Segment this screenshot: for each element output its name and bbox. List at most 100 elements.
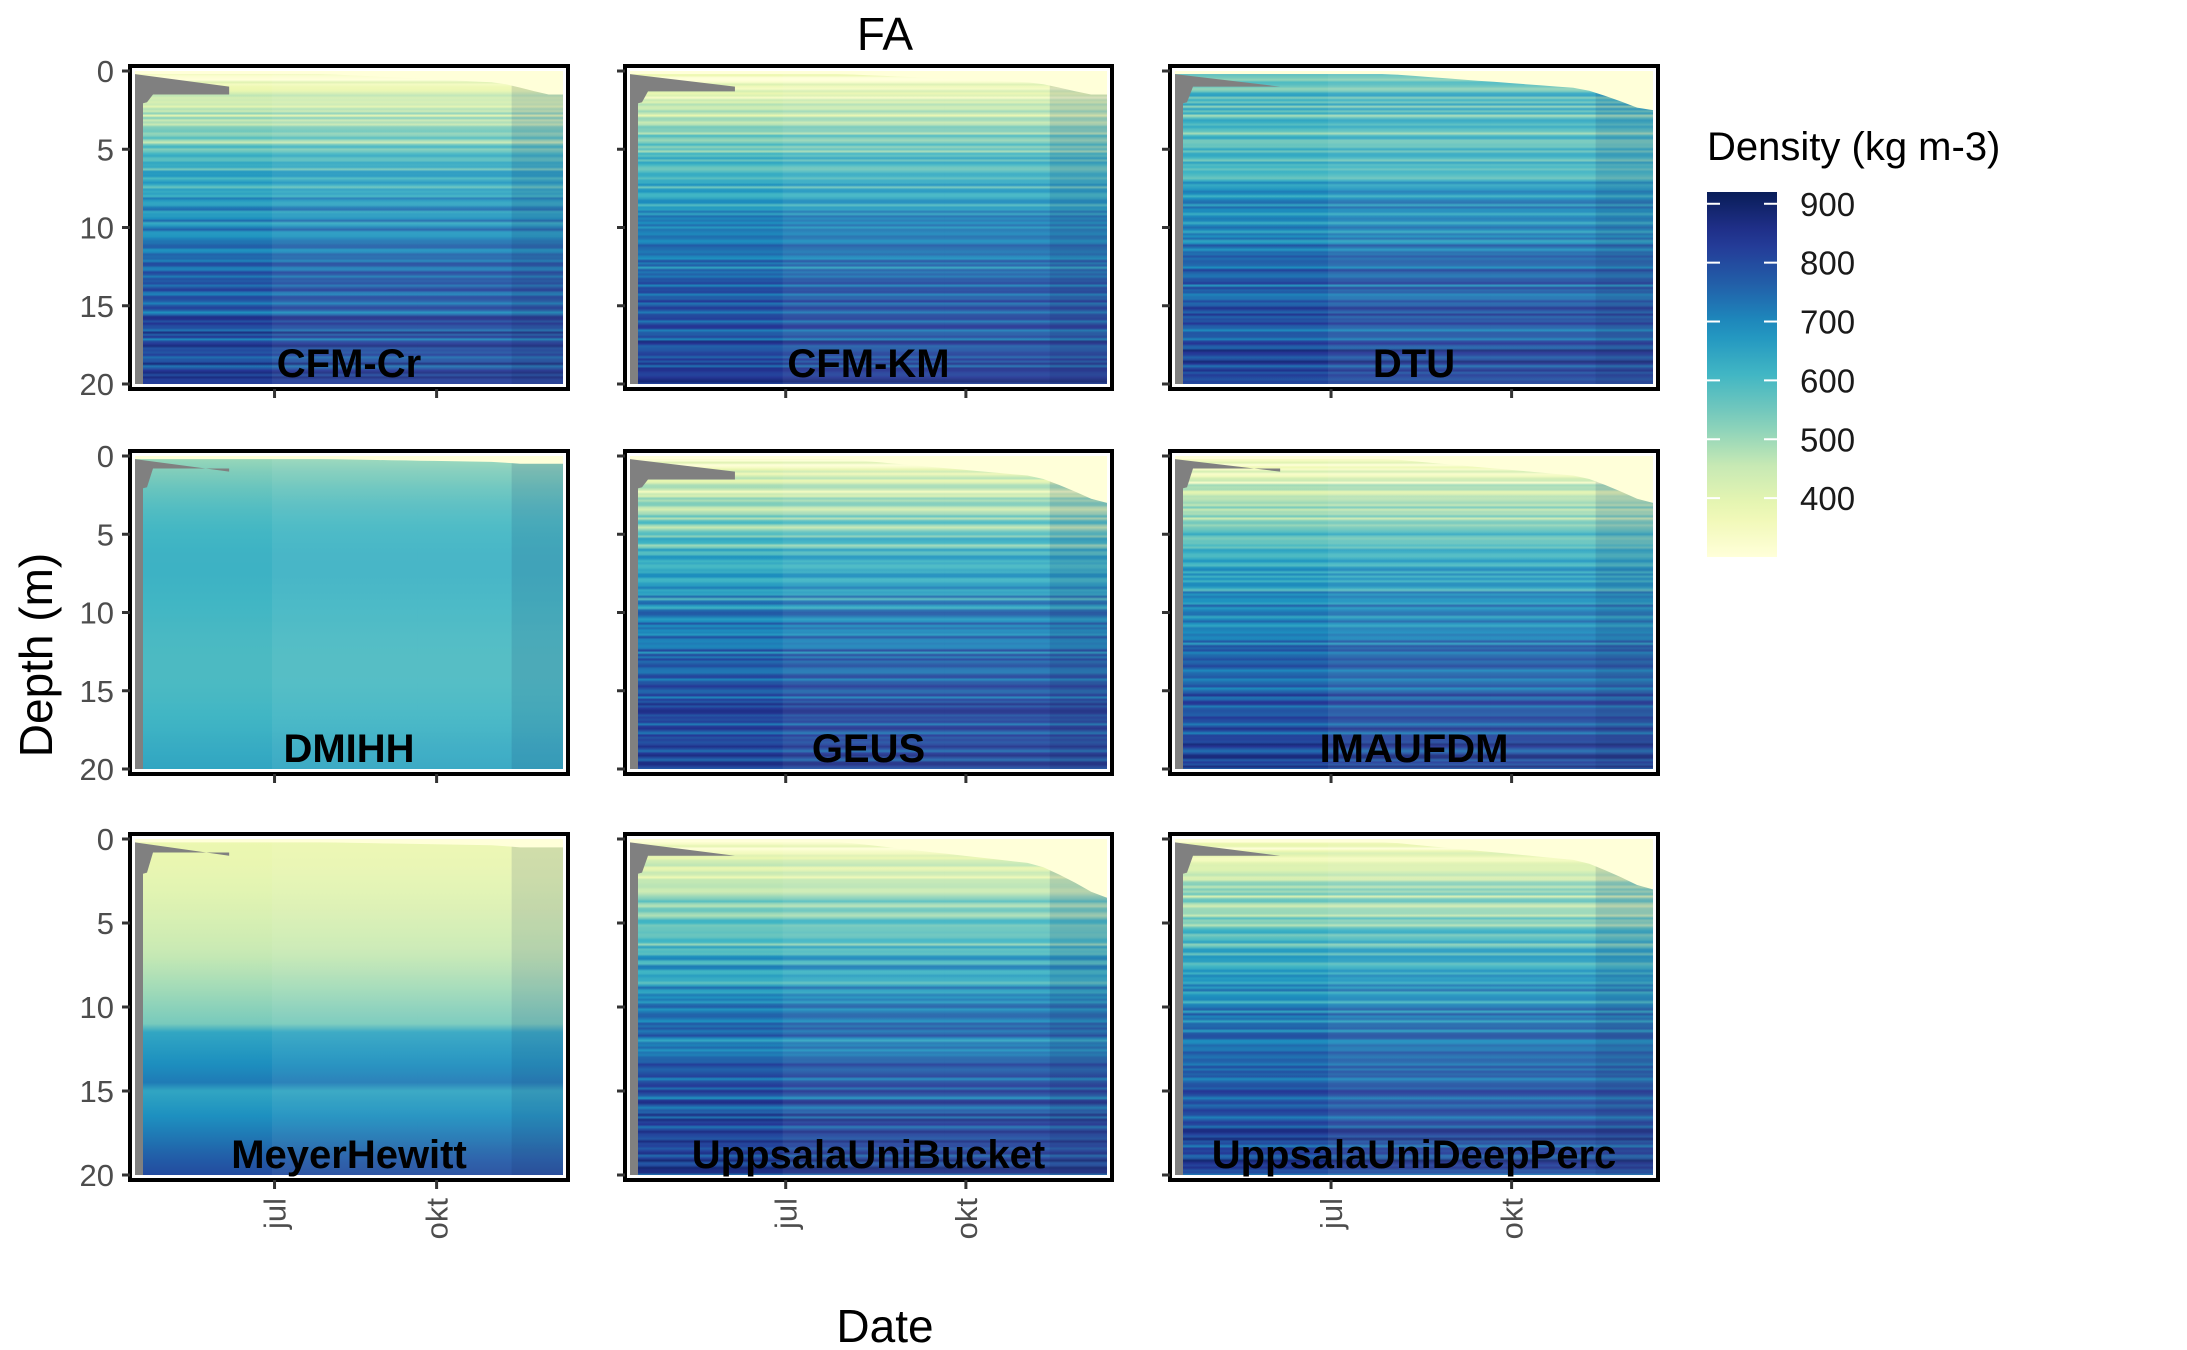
x-tick-label: okt: [420, 1198, 455, 1240]
y-axis: [617, 454, 625, 771]
late-season-shade: [511, 456, 563, 769]
missing-data-edge: [630, 864, 638, 1175]
density-field: [1175, 456, 1653, 769]
legend-tick-label: 400: [1800, 480, 1855, 517]
time-steps: [782, 71, 1107, 384]
surface-layer: [630, 71, 1107, 95]
legend: Density (kg m-3) 900 800 700 600 500 400: [1707, 125, 2000, 557]
panel-cfm-cr: CFM-Cr 0 5 10 15 20: [80, 54, 570, 402]
late-season-shade: [1595, 839, 1653, 1175]
panel-label: CFM-KM: [787, 342, 949, 386]
missing-data-region: [630, 74, 735, 106]
missing-data-edge: [1175, 94, 1183, 384]
missing-data-region: [135, 74, 230, 106]
late-season-shade: [511, 839, 563, 1175]
missing-data-edge: [1175, 864, 1183, 1175]
panel-uppsalaunibucket: UppsalaUniBucket jul okt: [617, 832, 1114, 1239]
surface-layer: [135, 456, 563, 464]
panel-imaufdm: IMAUFDM: [1162, 449, 1660, 783]
missing-data-edge: [135, 864, 143, 1175]
surface-layer: [135, 71, 563, 95]
missing-data-edge: [630, 94, 638, 384]
x-axis: [1329, 774, 1514, 783]
panel-grid: CFM-Cr 0 5 10 15 20 CFM-KM DTU DMIHH 0 5 10 15 20 GEUS…: [80, 54, 1660, 1239]
missing-data-region: [135, 842, 230, 876]
x-axis: [273, 389, 439, 398]
time-step-shade: [1327, 839, 1491, 1175]
time-step-shade: [271, 71, 418, 384]
y-tick-label: 5: [97, 132, 114, 167]
time-step-shade: [944, 71, 1107, 384]
y-tick-label: 0: [97, 439, 114, 474]
missing-data-edge: [135, 479, 143, 769]
surface-layer: [1175, 71, 1653, 111]
density-field: [1175, 839, 1653, 1175]
time-step-shade: [271, 456, 418, 769]
time-step-shade: [782, 71, 945, 384]
y-tick-label: 5: [97, 517, 114, 552]
legend-colorbar: [1707, 192, 1777, 557]
legend-tick-label: 600: [1800, 362, 1855, 399]
y-axis: [617, 69, 625, 386]
y-tick-label: 20: [80, 367, 114, 402]
missing-data-edge: [135, 94, 143, 384]
panel-label: GEUS: [812, 727, 925, 771]
panel-label: DTU: [1373, 342, 1455, 386]
panel-uppsalaunideepperc: UppsalaUniDeepPerc jul okt: [1162, 832, 1660, 1239]
missing-data-region: [630, 842, 735, 876]
time-step-shade: [944, 839, 1107, 1175]
y-tick-label: 10: [80, 596, 114, 631]
surface-layer: [630, 839, 1107, 898]
missing-data-region: [630, 459, 735, 491]
y-tick-label: 10: [80, 990, 114, 1025]
late-season-shade: [511, 71, 563, 384]
time-step-shade: [782, 839, 945, 1175]
x-axis: jul okt: [769, 1180, 984, 1239]
time-steps: [782, 456, 1107, 769]
panel-cfm-km: CFM-KM: [617, 64, 1114, 398]
x-tick-label: jul: [769, 1198, 804, 1230]
late-season-shade: [1049, 839, 1107, 1175]
missing-data-edge: [630, 479, 638, 769]
late-season-shade: [1595, 456, 1653, 769]
y-axis-title: Depth (m): [10, 553, 62, 757]
panel-label: UppsalaUniBucket: [692, 1133, 1045, 1177]
y-tick-label: 10: [80, 211, 114, 246]
missing-data-region: [135, 459, 230, 491]
density-field: [630, 839, 1107, 1175]
panel-meyerhewitt: MeyerHewitt 0 5 10 15 20 jul okt: [80, 822, 570, 1239]
density-field: [135, 71, 563, 384]
x-axis: [1329, 389, 1514, 398]
time-steps: [1327, 71, 1653, 384]
time-steps: [1327, 456, 1653, 769]
y-axis: 0 5 10 15 20: [80, 54, 130, 402]
x-tick-label: jul: [1314, 1198, 1349, 1230]
missing-data-region: [1175, 459, 1281, 491]
time-step-shade: [1490, 839, 1653, 1175]
time-step-shade: [417, 839, 563, 1175]
panel-label: MeyerHewitt: [231, 1133, 467, 1177]
y-tick-label: 0: [97, 822, 114, 857]
y-axis: [617, 837, 625, 1177]
x-axis: jul okt: [258, 1180, 455, 1239]
time-step-shade: [1327, 71, 1491, 384]
time-step-shade: [417, 456, 563, 769]
time-step-shade: [1490, 456, 1653, 769]
density-field: [1175, 71, 1653, 384]
density-field: [630, 71, 1107, 384]
panel-label: UppsalaUniDeepPerc: [1212, 1133, 1617, 1177]
legend-tick-label: 500: [1800, 421, 1855, 458]
y-tick-label: 15: [80, 674, 114, 709]
x-tick-label: okt: [949, 1198, 984, 1240]
time-steps: [271, 839, 563, 1175]
legend-tick-label: 800: [1800, 245, 1855, 282]
panel-label: CFM-Cr: [277, 342, 421, 386]
missing-data-region: [1175, 842, 1281, 876]
y-tick-label: 20: [80, 1158, 114, 1193]
time-step-shade: [782, 456, 945, 769]
panel-dtu: DTU: [1162, 64, 1660, 398]
late-season-shade: [1049, 456, 1107, 769]
legend-ticks: 900 800 700 600 500 400: [1707, 186, 1855, 517]
surface-layer: [630, 456, 1107, 503]
